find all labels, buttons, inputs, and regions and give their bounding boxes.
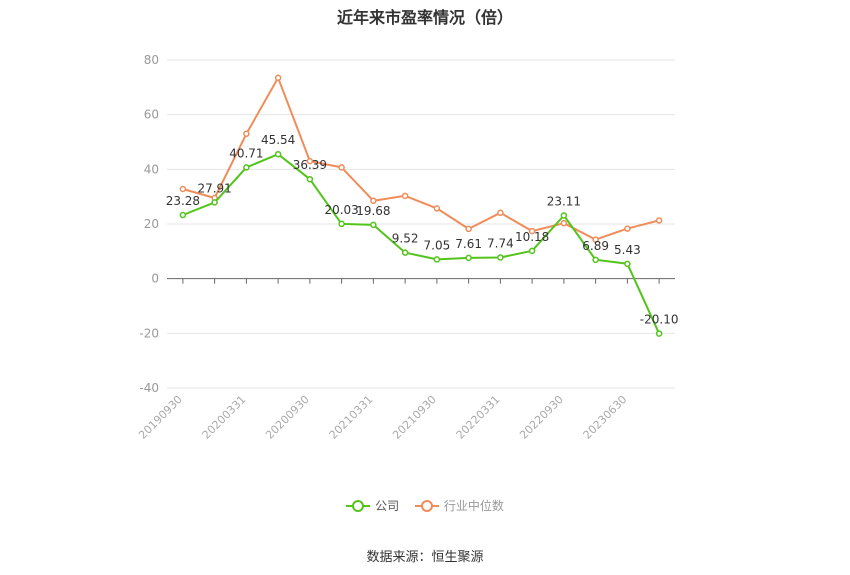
- series-line-company: [182, 153, 661, 335]
- data-point-company[interactable]: [243, 164, 250, 171]
- data-label: 5.43: [614, 243, 641, 257]
- data-label: 19.68: [356, 204, 390, 218]
- data-point-company[interactable]: [528, 247, 536, 255]
- data-label: 20.03: [324, 203, 358, 217]
- data-label: 23.11: [547, 194, 581, 208]
- data-point-industry-median[interactable]: [338, 164, 345, 171]
- x-tick-label: 20200930: [263, 393, 312, 442]
- data-point-industry-median[interactable]: [243, 130, 250, 138]
- data-point-industry-median[interactable]: [592, 236, 599, 243]
- data-label: 9.52: [392, 232, 419, 246]
- legend-label-industry-median: 行业中位数: [443, 499, 504, 513]
- source-note: 数据来源：恒生聚源: [366, 550, 484, 565]
- data-point-company[interactable]: [370, 221, 377, 229]
- data-point-company[interactable]: [655, 330, 663, 337]
- data-point-company[interactable]: [592, 256, 599, 264]
- y-tick-label: 40: [144, 162, 159, 176]
- y-tick-label: 20: [144, 217, 159, 231]
- data-point-industry-median[interactable]: [655, 217, 663, 224]
- chart-legend: 公司 行业中位数: [0, 497, 850, 516]
- data-label: 7.05: [424, 238, 451, 252]
- legend-swatch-industry-median: [414, 499, 439, 513]
- data-label: 40.71: [229, 146, 263, 160]
- data-point-company[interactable]: [338, 220, 345, 228]
- y-tick-label: 60: [144, 108, 159, 122]
- data-label: 7.61: [455, 237, 482, 251]
- legend-item-industry-median[interactable]: 行业中位数: [414, 497, 504, 514]
- x-tick-label: 20230630: [581, 393, 630, 442]
- data-label: 27.91: [197, 181, 231, 195]
- data-label: 6.89: [582, 239, 609, 253]
- data-point-company[interactable]: [306, 175, 314, 183]
- y-tick-label: -40: [139, 381, 159, 395]
- chart-title: 近年来市盈率情况（倍）: [336, 8, 513, 27]
- data-point-industry-median[interactable]: [370, 197, 377, 205]
- data-label: 36.39: [293, 158, 327, 172]
- data-point-company[interactable]: [274, 150, 282, 158]
- data-point-company[interactable]: [211, 199, 218, 206]
- data-label: 45.54: [261, 133, 295, 147]
- y-tick-label: 80: [144, 53, 159, 67]
- data-point-company[interactable]: [560, 212, 568, 219]
- data-point-industry-median[interactable]: [179, 185, 187, 193]
- data-label: 23.28: [166, 194, 200, 208]
- x-tick-label: 20210331: [327, 393, 376, 442]
- data-label: 10.18: [515, 230, 549, 244]
- data-point-industry-median[interactable]: [624, 225, 631, 232]
- data-label: -20.10: [640, 313, 679, 327]
- data-point-industry-median[interactable]: [528, 227, 536, 235]
- data-point-industry-median[interactable]: [465, 225, 472, 233]
- x-tick-label: 20210930: [390, 393, 439, 442]
- legend-item-company[interactable]: 公司: [346, 497, 399, 514]
- x-tick-label: 20200331: [200, 393, 249, 442]
- data-point-industry-median[interactable]: [560, 219, 568, 227]
- data-point-industry-median[interactable]: [274, 74, 282, 82]
- data-point-industry-median[interactable]: [433, 205, 441, 212]
- data-point-industry-median[interactable]: [401, 192, 409, 200]
- y-tick-label: -20: [139, 326, 159, 340]
- y-tick-label: 0: [151, 272, 159, 286]
- data-point-company[interactable]: [433, 256, 441, 263]
- legend-label-company: 公司: [375, 499, 400, 513]
- series-line-industry-median: [182, 76, 660, 241]
- data-point-company[interactable]: [401, 249, 409, 256]
- data-point-company[interactable]: [497, 254, 504, 261]
- data-point-industry-median[interactable]: [497, 209, 504, 217]
- x-tick-label: 20220930: [517, 393, 566, 442]
- data-label: 7.74: [487, 237, 514, 251]
- data-point-industry-median[interactable]: [306, 157, 314, 165]
- x-tick-label: 20220331: [454, 393, 503, 442]
- data-point-company[interactable]: [465, 254, 472, 262]
- data-point-company[interactable]: [624, 260, 631, 268]
- legend-swatch-company: [346, 499, 371, 513]
- data-point-company[interactable]: [179, 211, 187, 219]
- x-tick-label: 20190930: [136, 393, 185, 442]
